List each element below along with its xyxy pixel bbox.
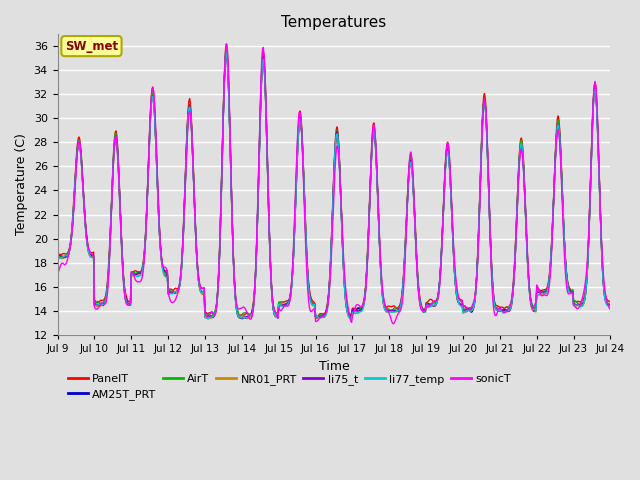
Legend: PanelT, AM25T_PRT, AirT, NR01_PRT, li75_t, li77_temp, sonicT: PanelT, AM25T_PRT, AirT, NR01_PRT, li75_…	[63, 369, 516, 405]
AirT	[120, 287, 128, 292]
li77_temp	[403, 226, 410, 232]
NR01_PRT	[177, 278, 184, 284]
li77_temp	[177, 278, 184, 284]
li75_t	[243, 315, 250, 321]
Line: NR01_PRT: NR01_PRT	[58, 54, 610, 319]
AirT	[403, 223, 410, 228]
NR01_PRT	[348, 316, 355, 322]
sonicT	[223, 41, 230, 47]
sonicT	[54, 271, 61, 276]
AirT	[348, 315, 355, 321]
li77_temp	[223, 50, 230, 56]
Line: PanelT: PanelT	[58, 44, 610, 318]
PanelT	[223, 41, 230, 47]
PanelT	[313, 315, 321, 321]
AirT	[63, 250, 71, 256]
AM25T_PRT	[205, 313, 213, 319]
AM25T_PRT	[606, 301, 614, 307]
PanelT	[606, 299, 614, 304]
AM25T_PRT	[419, 308, 426, 313]
AirT	[223, 47, 230, 53]
li77_temp	[419, 307, 426, 313]
AM25T_PRT	[120, 285, 128, 291]
AM25T_PRT	[177, 277, 184, 283]
NR01_PRT	[63, 253, 71, 259]
li75_t	[223, 49, 230, 55]
Text: SW_met: SW_met	[65, 39, 118, 53]
li75_t	[419, 306, 426, 312]
li77_temp	[120, 287, 128, 292]
PanelT	[419, 305, 426, 311]
sonicT	[389, 321, 397, 327]
NR01_PRT	[205, 315, 213, 321]
AirT	[54, 251, 61, 256]
Y-axis label: Temperature (C): Temperature (C)	[15, 133, 28, 235]
NR01_PRT	[54, 254, 61, 260]
li77_temp	[63, 252, 71, 258]
Line: AirT: AirT	[58, 50, 610, 318]
PanelT	[403, 221, 410, 227]
NR01_PRT	[403, 226, 410, 232]
sonicT	[403, 231, 410, 237]
AM25T_PRT	[54, 255, 61, 261]
li77_temp	[606, 303, 614, 309]
li75_t	[54, 252, 61, 258]
AM25T_PRT	[238, 316, 246, 322]
PanelT	[63, 250, 71, 256]
AM25T_PRT	[223, 49, 230, 55]
NR01_PRT	[223, 51, 230, 57]
li77_temp	[207, 314, 214, 320]
li75_t	[120, 286, 128, 292]
li77_temp	[204, 316, 212, 322]
Line: li75_t: li75_t	[58, 52, 610, 318]
li75_t	[63, 253, 71, 259]
PanelT	[54, 250, 61, 255]
PanelT	[205, 310, 213, 315]
NR01_PRT	[120, 288, 128, 293]
AirT	[177, 276, 184, 282]
PanelT	[177, 276, 184, 281]
li75_t	[205, 313, 213, 319]
sonicT	[205, 312, 213, 318]
AirT	[205, 312, 213, 318]
X-axis label: Time: Time	[319, 360, 349, 372]
AM25T_PRT	[63, 252, 71, 258]
AM25T_PRT	[403, 226, 410, 231]
AirT	[606, 302, 614, 308]
NR01_PRT	[419, 308, 426, 314]
sonicT	[120, 289, 128, 295]
sonicT	[419, 308, 426, 313]
li77_temp	[54, 254, 61, 260]
Title: Temperatures: Temperatures	[282, 15, 387, 30]
sonicT	[606, 306, 614, 312]
Line: sonicT: sonicT	[58, 44, 610, 324]
Line: li77_temp: li77_temp	[58, 53, 610, 319]
AirT	[419, 305, 426, 311]
sonicT	[63, 256, 71, 262]
li75_t	[403, 225, 410, 231]
sonicT	[177, 274, 184, 280]
li75_t	[606, 302, 614, 308]
PanelT	[120, 282, 128, 288]
NR01_PRT	[606, 303, 614, 309]
li75_t	[177, 277, 184, 283]
Line: AM25T_PRT: AM25T_PRT	[58, 52, 610, 319]
